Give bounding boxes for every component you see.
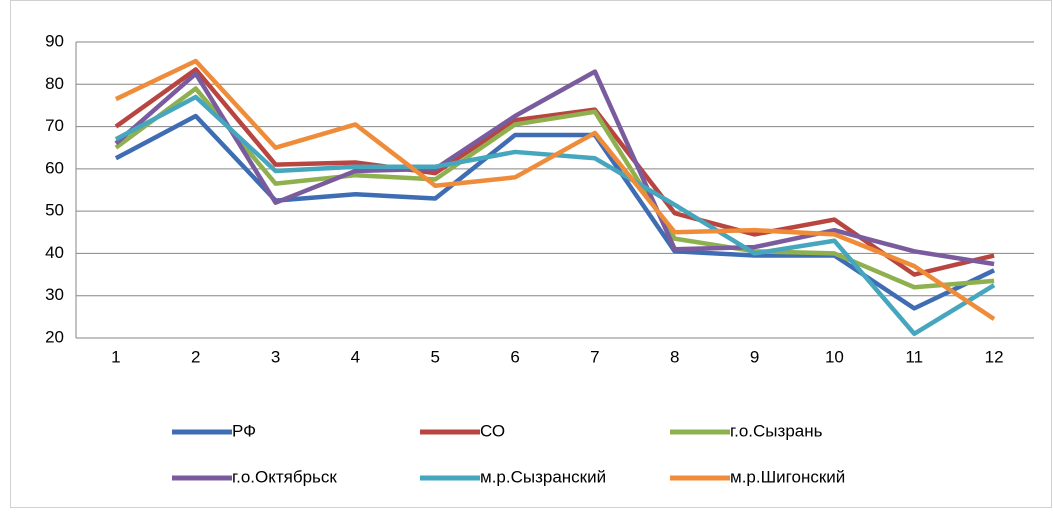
x-tick-label: 12 <box>985 347 1004 366</box>
y-tick-label: 70 <box>45 116 64 135</box>
x-tick-label: 3 <box>271 347 280 366</box>
legend-label: СО <box>480 421 505 440</box>
x-tick-label: 11 <box>905 347 923 366</box>
x-tick-label: 10 <box>825 347 844 366</box>
series-line <box>114 69 995 267</box>
y-tick-label: 60 <box>45 158 64 177</box>
y-tick-label: 20 <box>45 327 64 346</box>
x-tick-label: 7 <box>590 347 599 366</box>
y-tick-label: 30 <box>45 285 64 304</box>
legend-label: г.о.Сызрань <box>730 421 823 440</box>
y-tick-label: 80 <box>45 74 64 93</box>
legend-label: г.о.Октябрьск <box>232 467 337 486</box>
series-line <box>114 67 995 277</box>
x-tick-label: 6 <box>510 347 519 366</box>
legend-label: м.р.Шигонский <box>730 467 845 486</box>
x-tick-label: 2 <box>191 347 200 366</box>
legend-label: м.р.Сызранский <box>480 467 606 486</box>
x-tick-label: 5 <box>431 347 440 366</box>
x-tick-label: 9 <box>750 347 759 366</box>
x-tick-label: 4 <box>351 347 360 366</box>
x-tick-label: 8 <box>670 347 679 366</box>
y-tick-label: 90 <box>45 31 64 50</box>
y-tick-label: 50 <box>45 201 64 220</box>
y-tick-label: 40 <box>45 243 64 262</box>
series-line <box>114 113 996 311</box>
legend-label: РФ <box>232 421 256 440</box>
x-tick-label: 1 <box>111 347 120 366</box>
series-line <box>114 58 996 321</box>
